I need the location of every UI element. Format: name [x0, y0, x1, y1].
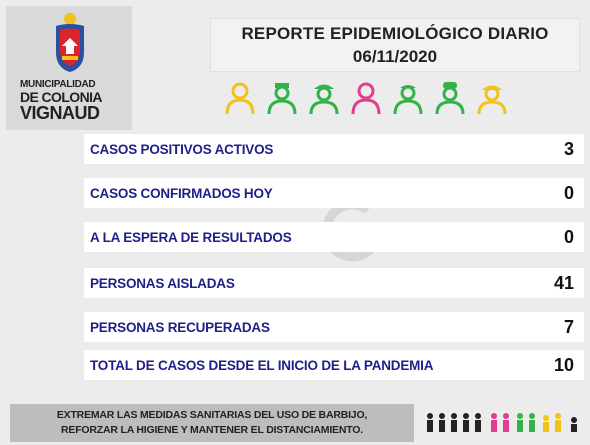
workers-row — [222, 80, 522, 116]
stat-label: PERSONAS RECUPERADAS — [90, 319, 270, 335]
chef-icon — [435, 82, 465, 115]
stat-label: CASOS CONFIRMADOS HOY — [90, 185, 273, 201]
people-group-icon — [427, 413, 577, 432]
logo-line-2: DE COLONIA — [20, 89, 102, 105]
stat-label: CASOS POSITIVOS ACTIVOS — [90, 141, 274, 157]
stat-row-recovered: PERSONAS RECUPERADAS 7 — [84, 312, 584, 342]
stat-row-awaiting-results: A LA ESPERA DE RESULTADOS 0 — [84, 222, 584, 252]
stat-row-confirmed-today: CASOS CONFIRMADOS HOY 0 — [84, 178, 584, 208]
medic-icon — [393, 85, 423, 115]
stat-label: A LA ESPERA DE RESULTADOS — [90, 229, 292, 245]
footer-line-2: REFORZAR LA HIGIENE Y MANTENER EL DISTAN… — [61, 424, 363, 436]
report-date: 06/11/2020 — [352, 47, 438, 66]
nurse-icon — [267, 83, 297, 115]
footer-line-1: EXTREMAR LAS MEDIDAS SANITARIAS DEL USO … — [56, 409, 368, 421]
worker-icon — [351, 82, 381, 115]
stat-row-total-cases: TOTAL DE CASOS DESDE EL INICIO DE LA PAN… — [84, 350, 584, 380]
stat-row-isolated: PERSONAS AISLADAS 41 — [84, 268, 584, 298]
stat-value: 10 — [553, 354, 574, 375]
crest-icon — [56, 13, 84, 72]
stat-value: 3 — [563, 138, 574, 159]
stat-value: 41 — [553, 272, 574, 293]
doctor-icon — [225, 82, 255, 115]
logo-line-1: MUNICIPALIDAD — [20, 79, 96, 90]
firefighter-icon — [309, 84, 339, 115]
report-title: REPORTE EPIDEMIOLÓGICO DIARIO — [241, 24, 549, 43]
stat-value: 0 — [563, 226, 574, 247]
stat-value: 0 — [563, 182, 574, 203]
logo-line-3: VIGNAUD — [20, 103, 100, 123]
municipality-logo: MUNICIPALIDAD DE COLONIA VIGNAUD — [6, 6, 132, 130]
builder-icon — [477, 85, 507, 115]
footer-message: EXTREMAR LAS MEDIDAS SANITARIAS DEL USO … — [10, 404, 414, 442]
stat-label: PERSONAS AISLADAS — [90, 275, 235, 291]
stat-value: 7 — [563, 316, 574, 337]
stat-row-active-cases: CASOS POSITIVOS ACTIVOS 3 — [84, 134, 584, 164]
stat-label: TOTAL DE CASOS DESDE EL INICIO DE LA PAN… — [90, 357, 434, 373]
report-title-box: REPORTE EPIDEMIOLÓGICO DIARIO 06/11/2020 — [210, 18, 580, 72]
